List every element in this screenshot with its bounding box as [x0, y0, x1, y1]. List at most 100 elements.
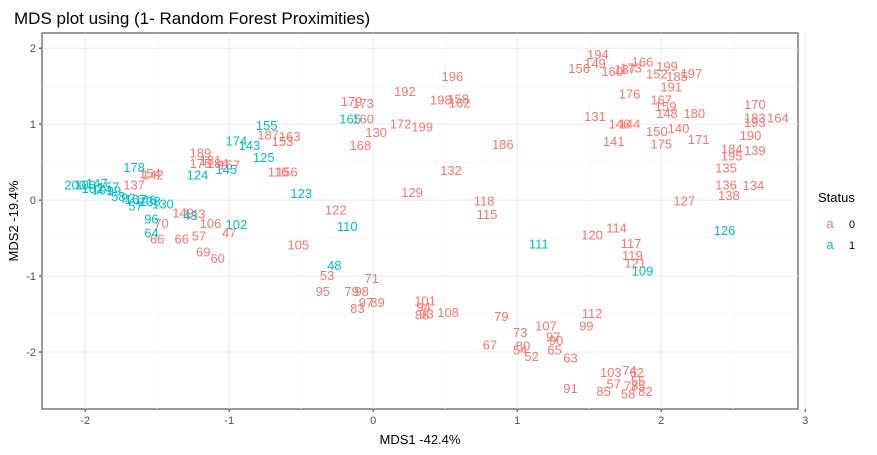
point-label-status-0: 183: [744, 111, 766, 126]
point-label-status-0: 173: [620, 60, 642, 75]
point-label-status-0: 127: [673, 193, 695, 208]
point-label-status-0: 115: [477, 207, 498, 222]
point-label-status-1: 96: [144, 212, 158, 227]
point-label-status-1: 99: [107, 183, 121, 198]
y-tick-label: 0: [30, 195, 36, 207]
point-label-status-0: 132: [440, 163, 462, 178]
point-label-status-0: 88: [415, 307, 429, 322]
point-label-status-0: 138: [718, 188, 740, 203]
point-label-status-0: 58: [621, 386, 635, 401]
point-label-status-0: 91: [563, 381, 577, 396]
point-label-status-0: 117: [621, 236, 642, 251]
point-label-status-0: 75: [631, 379, 645, 394]
point-label-status-1: 167: [125, 192, 147, 207]
point-label-status-0: 176: [619, 86, 641, 101]
point-label-status-0: 103: [600, 365, 622, 380]
point-label-status-0: 153: [272, 134, 294, 149]
point-label-status-0: 198: [430, 92, 452, 107]
point-label-status-1: 157: [97, 180, 119, 195]
point-label-status-0: 85: [596, 384, 610, 399]
point-label-status-0: 73: [513, 325, 527, 340]
point-label-status-1: 102: [82, 181, 104, 196]
point-label-status-0: 70: [154, 216, 168, 231]
point-label-status-0: 160: [601, 64, 623, 79]
point-label-status-0: 197: [681, 66, 703, 81]
point-label-status-0: 107: [535, 319, 557, 334]
point-label-status-1: 124: [187, 168, 209, 183]
point-label-status-0: 122: [325, 202, 347, 217]
point-label-status-0: 112: [582, 306, 603, 321]
y-tick-label: -2: [26, 347, 36, 359]
point-label-status-0: 194: [587, 47, 609, 62]
point-label-status-1: 130: [152, 196, 174, 211]
point-label-status-0: 94: [416, 300, 430, 315]
point-label-status-0: 180: [683, 106, 705, 121]
point-label-status-0: 108: [437, 305, 459, 320]
point-label-status-1: 125: [253, 150, 275, 165]
point-label-status-0: 190: [740, 128, 762, 143]
point-label-status-1: 146: [135, 193, 157, 208]
point-label-status-0: 139: [744, 143, 766, 158]
point-label-status-0: 195: [721, 149, 743, 164]
point-label-status-1: 92: [121, 190, 135, 205]
point-label-status-0: 82: [638, 384, 652, 399]
point-label-status-1: 138: [139, 194, 161, 209]
point-label-status-0: 57: [192, 228, 206, 243]
point-label-status-0: 83: [350, 301, 364, 316]
point-label-status-0: 118: [474, 193, 495, 208]
point-label-status-0: 93: [419, 307, 433, 322]
point-label-status-0: 164: [767, 111, 789, 126]
point-label-status-0: 172: [390, 117, 412, 132]
point-label-status-1: 102: [226, 217, 248, 232]
point-label-status-1: 111: [529, 237, 549, 252]
point-label-status-1: 100: [74, 177, 96, 192]
grid-lines: [42, 33, 806, 409]
point-label-status-0: 184: [207, 156, 229, 171]
point-label-status-0: 184: [721, 142, 743, 157]
point-label-status-1: 58: [111, 189, 125, 204]
point-label-status-0: 129: [401, 185, 423, 200]
point-label-status-0: 130: [365, 125, 387, 140]
point-label-status-0: 105: [287, 237, 309, 252]
point-label-status-1: 200: [64, 177, 86, 192]
point-label-status-1: 110: [337, 219, 358, 234]
legend-title: Status: [818, 190, 855, 205]
point-label-status-0: 163: [279, 129, 301, 144]
point-label-status-0: 181: [200, 153, 222, 168]
point-label-status-0: 186: [492, 137, 514, 152]
legend-key-glyph: a: [826, 237, 834, 252]
x-tick-label: 1: [514, 415, 520, 427]
y-axis-title: MDS2 -19.4%: [6, 180, 21, 261]
point-label-status-0: 66: [150, 231, 164, 246]
point-label-status-0: 142: [142, 168, 164, 183]
point-label-status-1: 165: [339, 111, 361, 126]
point-label-status-0: 168: [349, 138, 371, 153]
point-label-status-0: 157: [218, 158, 240, 173]
point-label-status-1: 155: [256, 118, 278, 133]
point-label-status-0: 175: [190, 156, 212, 171]
point-label-status-0: 144: [619, 117, 641, 132]
plot-panel: [41, 32, 799, 410]
point-label-status-0: 55: [631, 373, 645, 388]
point-label-status-1: 64: [144, 225, 158, 240]
point-label-status-0: 136: [715, 177, 737, 192]
point-label-status-0: 192: [394, 84, 416, 99]
point-label-status-0: 148: [656, 106, 678, 121]
point-label-status-0: 57: [606, 376, 620, 391]
point-label-status-0: 52: [524, 349, 538, 364]
point-label-status-0: 193: [744, 115, 766, 130]
x-axis-title: MDS1 -42.4%: [380, 432, 461, 447]
point-label-status-0: 185: [666, 69, 688, 84]
point-label-status-0: 80: [516, 338, 530, 353]
chart-title: MDS plot using (1- Random Forest Proximi…: [14, 9, 370, 28]
legend-entry-label: 0: [849, 219, 855, 231]
point-label-status-0: 67: [483, 338, 497, 353]
point-label-status-1: 48: [327, 258, 341, 273]
point-label-status-0: 199: [411, 120, 433, 135]
point-label-status-0: 120: [581, 228, 603, 243]
point-label-status-0: 135: [715, 161, 737, 176]
point-label-status-0: 166: [632, 54, 654, 69]
point-label-status-0: 158: [447, 92, 469, 107]
point-label-status-0: 90: [549, 333, 563, 348]
